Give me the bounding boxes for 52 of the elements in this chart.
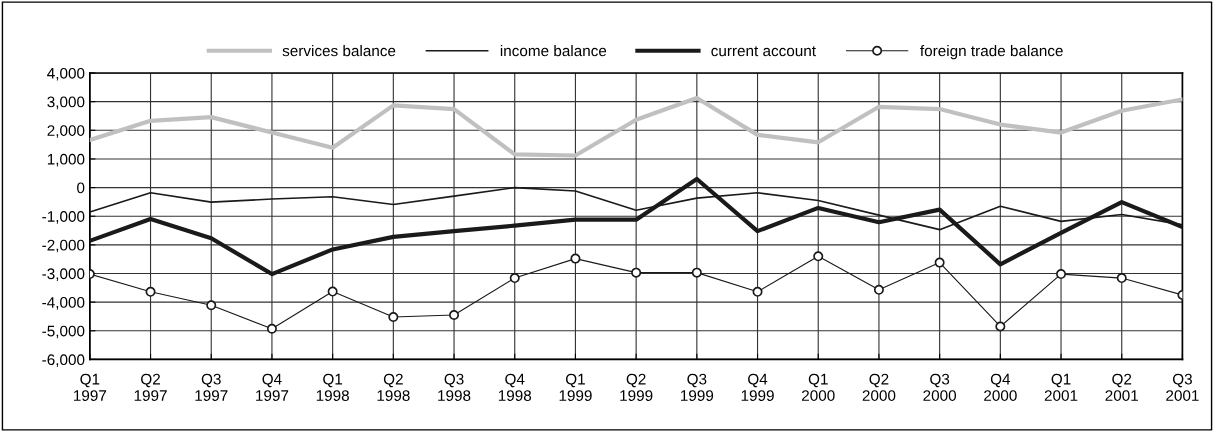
x-tick-label: Q2 1998 <box>377 373 410 401</box>
x-tick-label: Q1 2000 <box>802 373 835 401</box>
legend-label: foreign trade balance <box>920 45 1063 60</box>
point <box>813 251 824 262</box>
y-tick-label: -2,000 <box>42 239 85 253</box>
x-tick-label: Q4 2000 <box>984 373 1017 401</box>
y-tick-label: 0 <box>77 182 85 194</box>
point <box>631 267 642 278</box>
x-tick-label: Q1 1999 <box>559 373 592 401</box>
x-tick-label: Q3 1998 <box>438 373 471 401</box>
x-tick-label: Q4 1999 <box>741 373 774 401</box>
point <box>145 286 156 297</box>
point <box>509 273 520 284</box>
x-tick-label: Q2 1997 <box>134 373 167 401</box>
point <box>934 257 945 268</box>
x-tick-label: Q4 1997 <box>256 373 289 401</box>
x-tick-label: Q3 2001 <box>1166 373 1199 401</box>
line-series <box>89 95 1183 158</box>
y-tick-label: 2,000 <box>47 125 85 138</box>
point <box>691 267 702 278</box>
point <box>266 323 277 334</box>
y-tick-label: -1,000 <box>42 211 85 224</box>
point <box>1056 269 1067 280</box>
point <box>752 286 763 297</box>
y-tick-label: -5,000 <box>42 325 85 339</box>
x-tick-label: Q2 2001 <box>1105 373 1138 401</box>
point <box>327 286 338 297</box>
legend-label: current account <box>711 46 816 57</box>
legend-label: services balance <box>282 45 396 57</box>
y-tick-label: -6,000 <box>42 354 85 367</box>
point <box>1116 273 1127 284</box>
y-tick-label: 3,000 <box>47 96 85 110</box>
x-tick-label: Q1 1997 <box>74 373 107 401</box>
x-tick-label: Q1 2001 <box>1044 373 1078 401</box>
x-tick-label: Q2 1999 <box>620 373 653 401</box>
point <box>570 253 581 264</box>
point <box>449 310 460 321</box>
point <box>388 312 399 323</box>
x-tick-label: Q3 1997 <box>195 373 228 401</box>
x-tick-label: Q1 1998 <box>316 373 349 401</box>
legend-label: income balance <box>500 45 607 57</box>
point <box>873 284 884 295</box>
x-tick-label: Q2 2000 <box>862 373 896 401</box>
y-tick-label: -3,000 <box>42 268 85 281</box>
point <box>995 321 1006 332</box>
y-tick-label: 1,000 <box>47 153 85 167</box>
y-tick-label: 4,000 <box>47 67 85 81</box>
point <box>206 300 217 311</box>
y-tick-label: -4,000 <box>42 297 85 310</box>
x-tick-label: Q3 2000 <box>923 373 957 401</box>
x-tick-label: Q3 1999 <box>681 373 714 401</box>
x-tick-label: Q4 1998 <box>498 373 532 401</box>
